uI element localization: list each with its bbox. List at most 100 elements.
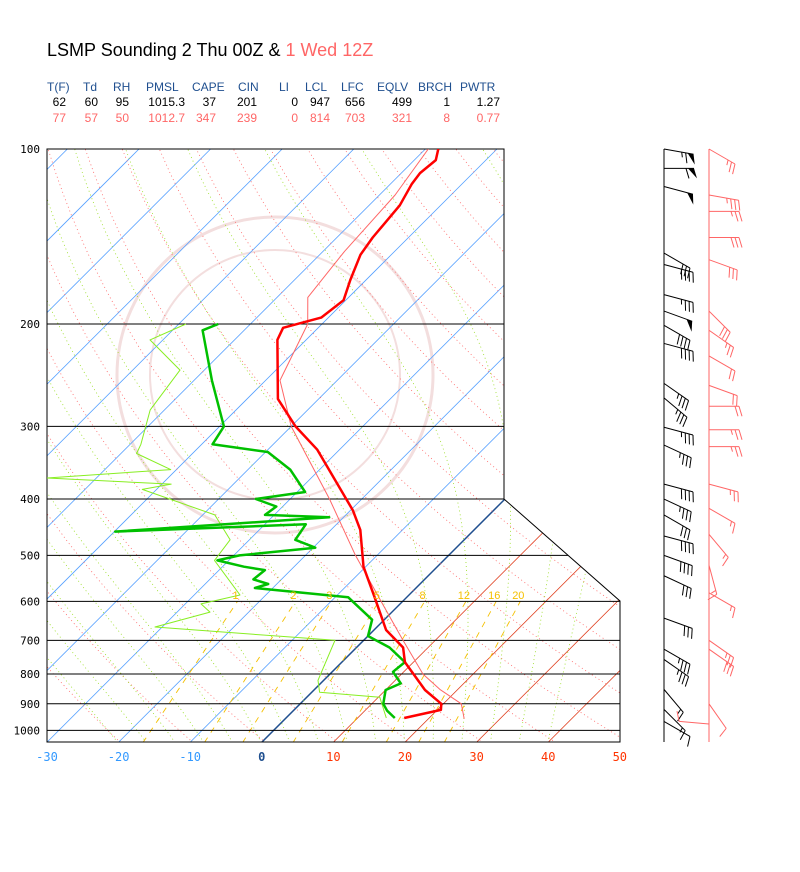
barb-staff bbox=[663, 483, 694, 493]
temperature-tick-label: -10 bbox=[179, 750, 201, 764]
title-main: LSMP Sounding 2 Thu 00Z & bbox=[47, 40, 286, 60]
thu-wind-barb bbox=[663, 382, 690, 411]
pressure-tick-label: 700 bbox=[20, 634, 40, 647]
barb-flag bbox=[682, 417, 688, 427]
stats-table: T(F) Td RH PMSL CAPE CIN LI LCL LFC EQLV BRCH PWTR 6… bbox=[47, 80, 500, 125]
barb-flag bbox=[679, 561, 682, 572]
barb-staff bbox=[663, 342, 694, 352]
stat-value-wed: 703 bbox=[345, 111, 365, 125]
pressure-tick-label: 200 bbox=[20, 318, 40, 331]
wed-wind-barb bbox=[676, 711, 710, 725]
pressure-tick-label: 1000 bbox=[14, 724, 41, 737]
mixing-ratio-label: 1 bbox=[232, 590, 238, 602]
barb-flag bbox=[679, 730, 686, 740]
barb-flag bbox=[724, 332, 731, 342]
moist-adiabat bbox=[47, 149, 262, 742]
barb-staff bbox=[663, 648, 691, 665]
barb-staff bbox=[708, 592, 736, 609]
chart-title: LSMP Sounding 2 Thu 00Z & 1 Wed 12Z bbox=[47, 40, 373, 60]
moist-adiabat bbox=[47, 149, 119, 742]
barb-staff bbox=[663, 382, 689, 401]
mixing-ratio-line bbox=[203, 601, 296, 742]
mixing-ratio-line bbox=[385, 601, 467, 742]
temperature-tick-label: 20 bbox=[398, 750, 412, 764]
moist-adiabat bbox=[264, 149, 469, 742]
wed-wind-barb bbox=[707, 565, 718, 601]
barb-staff bbox=[708, 507, 736, 524]
moist-adiabat bbox=[482, 149, 565, 742]
stat-header: BRCH bbox=[418, 80, 452, 94]
stat-value-wed: 321 bbox=[392, 111, 412, 125]
barb-flag bbox=[736, 269, 738, 281]
wed-wind-barb bbox=[709, 405, 743, 417]
barb-flag bbox=[681, 584, 685, 596]
barb-half-flag bbox=[724, 342, 728, 348]
barb-flag bbox=[689, 588, 692, 599]
barb-half-flag bbox=[676, 669, 680, 675]
barb-staff bbox=[679, 720, 710, 725]
stat-header: EQLV bbox=[377, 80, 408, 94]
barb-half-flag bbox=[724, 652, 728, 659]
barb-flag bbox=[732, 394, 734, 405]
wed-wind-barb bbox=[708, 648, 735, 677]
barb-flag bbox=[685, 586, 689, 598]
stat-header: RH bbox=[113, 80, 130, 94]
barb-flag bbox=[687, 340, 691, 351]
thu-wind-barb bbox=[663, 514, 691, 541]
wed-wind-barb bbox=[708, 194, 741, 211]
moist-adiabat bbox=[47, 149, 348, 742]
barb-flag bbox=[738, 406, 743, 417]
stat-value-thu: 201 bbox=[237, 95, 257, 109]
dry-adiabat bbox=[47, 149, 49, 742]
wed-wind-barb bbox=[708, 703, 727, 737]
barb-half-flag bbox=[711, 589, 716, 594]
barb-flag bbox=[685, 455, 689, 467]
stat-value-thu: 1.27 bbox=[477, 95, 501, 109]
barb-flag bbox=[685, 168, 690, 179]
moist-adiabat bbox=[47, 149, 319, 742]
barb-staff bbox=[663, 426, 694, 436]
background-lines bbox=[47, 149, 620, 742]
thu-wind-barb bbox=[663, 720, 691, 747]
barb-pennant bbox=[688, 168, 697, 179]
isotherm bbox=[47, 149, 498, 742]
barb-flag bbox=[679, 414, 685, 425]
isotherm bbox=[260, 149, 620, 742]
temperature-tick-label: 40 bbox=[541, 750, 555, 764]
barb-staff bbox=[663, 185, 694, 195]
barb-flag bbox=[738, 446, 743, 457]
barb-flag bbox=[732, 268, 734, 280]
barb-half-flag bbox=[681, 152, 683, 158]
barb-half-flag bbox=[677, 709, 682, 714]
plot-frame bbox=[46, 148, 621, 743]
barb-half-flag bbox=[726, 159, 729, 166]
wed-wind-barb bbox=[708, 148, 736, 175]
barb-flag bbox=[738, 211, 743, 222]
barb-staff bbox=[708, 310, 731, 333]
stat-value-wed: 814 bbox=[310, 111, 330, 125]
barb-flag bbox=[722, 557, 729, 567]
barb-half-flag bbox=[675, 409, 679, 415]
barb-flag bbox=[719, 326, 725, 337]
barb-flag bbox=[691, 628, 693, 639]
barb-half-flag bbox=[730, 211, 733, 217]
barb-staff bbox=[708, 565, 718, 595]
mixing-ratio-line bbox=[292, 601, 380, 742]
barb-staff bbox=[663, 310, 693, 322]
stat-header: LCL bbox=[305, 80, 327, 94]
barb-flag bbox=[683, 625, 686, 637]
barb-flag bbox=[707, 593, 718, 601]
stat-header: CAPE bbox=[192, 80, 225, 94]
title-secondary: 1 Wed 12Z bbox=[286, 40, 374, 60]
dry-adiabat bbox=[566, 149, 620, 742]
wed-wind-barb bbox=[708, 592, 736, 619]
dry-adiabat bbox=[47, 149, 339, 742]
dry-adiabat bbox=[47, 149, 121, 742]
thu-wind-barb bbox=[663, 342, 694, 362]
barb-flag bbox=[732, 370, 736, 382]
barb-flag bbox=[734, 237, 739, 248]
stat-value-wed: 8 bbox=[443, 111, 450, 125]
stat-header: PMSL bbox=[146, 80, 179, 94]
mixing-ratio-label: 12 bbox=[458, 590, 470, 602]
mixing-ratio-label: 16 bbox=[488, 590, 500, 602]
